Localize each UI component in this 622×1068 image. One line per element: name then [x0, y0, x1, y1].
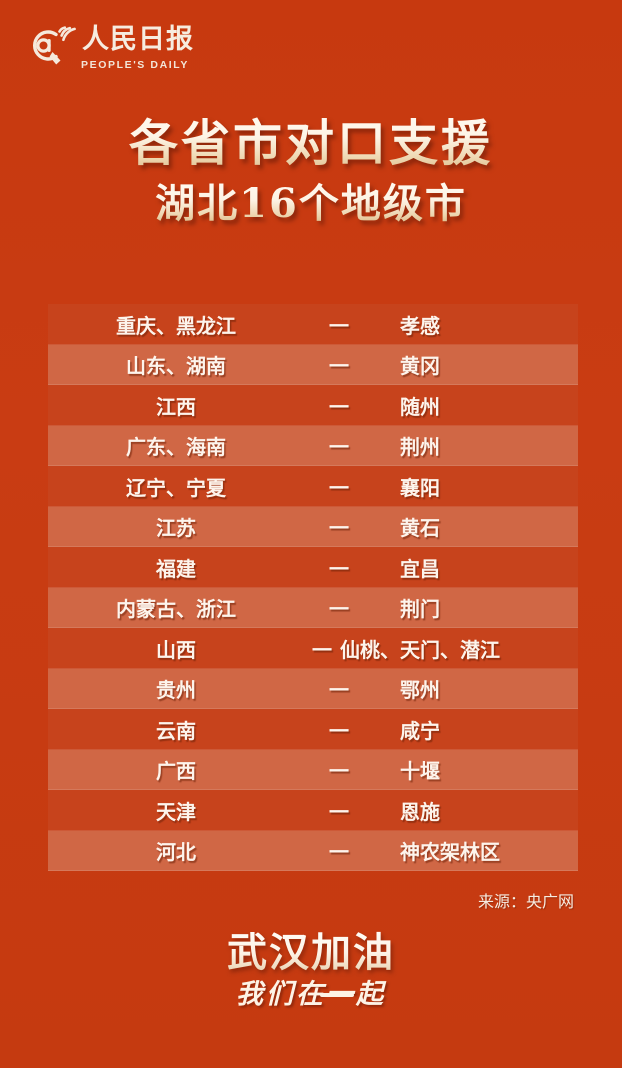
support-provinces-cell: 江西	[156, 394, 196, 419]
table-row: 广西 一 十堰	[48, 749, 578, 790]
table-row: 福建 一 宜昌	[48, 547, 578, 588]
support-provinces-cell: 重庆、黑龙江	[116, 313, 236, 338]
pairing-dash: 一	[329, 678, 349, 703]
footer-slogan-block: 武汉加油 我们在一起	[0, 930, 622, 1012]
table-row: 内蒙古、浙江 一 荆门	[48, 587, 578, 628]
pairing-dash: 一	[329, 475, 349, 500]
support-provinces-cell: 内蒙古、浙江	[116, 597, 236, 622]
table-row: 江苏 一 黄石	[48, 506, 578, 547]
publisher-logo[interactable]: 人民日报 PEOPLE'S DAILY	[26, 22, 226, 88]
source-credit: 来源：央广网	[477, 892, 574, 911]
pairing-dash: 一	[329, 759, 349, 784]
supported-city-cell: 孝感	[400, 313, 440, 338]
at-sign-broadcast-icon	[26, 22, 80, 68]
pairing-dash: 一	[329, 435, 349, 460]
supported-city-cell: 鄂州	[400, 678, 440, 703]
supported-city-cell: 十堰	[400, 759, 440, 784]
support-provinces-cell: 辽宁、宁夏	[126, 475, 226, 500]
table-row: 辽宁、宁夏 一 襄阳	[48, 466, 578, 507]
brand-name-en: PEOPLE'S DAILY	[81, 59, 189, 71]
support-provinces-cell: 贵州	[156, 678, 196, 703]
supported-city-cell: 宜昌	[400, 556, 440, 581]
table-row: 贵州 一 鄂州	[48, 668, 578, 709]
pairing-dash: 一	[329, 394, 349, 419]
supported-city-cell: 随州	[400, 394, 440, 419]
supported-city-cell: 仙桃、天门、潜江	[340, 637, 500, 662]
pairing-dash: 一	[329, 799, 349, 824]
slogan-primary: 武汉加油	[0, 930, 622, 976]
pairing-dash: 一	[329, 718, 349, 743]
title-block: 各省市对口支援 湖北16个地级市	[0, 112, 622, 228]
page-title: 各省市对口支援	[0, 112, 622, 174]
supported-city-cell: 襄阳	[400, 475, 440, 500]
table-row: 重庆、黑龙江 一 孝感	[48, 304, 578, 345]
table-row: 江西 一 随州	[48, 385, 578, 426]
supported-city-cell: 神农架林区	[400, 840, 500, 865]
slogan-secondary: 我们在一起	[236, 979, 386, 1010]
support-provinces-cell: 江苏	[156, 516, 196, 541]
table-row: 山西 一仙桃、天门、潜江	[48, 628, 578, 669]
support-provinces-cell: 天津	[156, 799, 196, 824]
table-row: 山东、湖南 一 黄冈	[48, 344, 578, 385]
supported-city-cell: 咸宁	[400, 718, 440, 743]
supported-city-cell: 黄石	[400, 516, 440, 541]
pairing-dash: 一	[329, 354, 349, 379]
support-provinces-cell: 山东、湖南	[126, 354, 226, 379]
support-provinces-cell: 河北	[156, 840, 196, 865]
page-subtitle: 湖北16个地级市	[0, 180, 622, 228]
pairing-dash: 一	[312, 637, 332, 662]
pairing-dash: 一	[329, 556, 349, 581]
support-provinces-cell: 广东、海南	[126, 435, 226, 460]
support-provinces-cell: 山西	[156, 637, 196, 662]
support-provinces-cell: 福建	[156, 556, 196, 581]
table-row: 云南 一 咸宁	[48, 709, 578, 750]
supported-city-cell: 荆州	[400, 435, 440, 460]
pairing-dash: 一	[329, 840, 349, 865]
table-row: 广东、海南 一 荆州	[48, 425, 578, 466]
pairing-dash: 一	[329, 313, 349, 338]
supported-city-cell: 恩施	[400, 799, 440, 824]
pairing-dash: 一	[329, 516, 349, 541]
brand-name-cn: 人民日报	[82, 24, 194, 55]
supported-city-cell: 荆门	[400, 597, 440, 622]
support-provinces-cell: 广西	[156, 759, 196, 784]
pairing-dash: 一	[329, 597, 349, 622]
supported-city-cell: 黄冈	[400, 354, 440, 379]
support-provinces-cell: 云南	[156, 718, 196, 743]
table-row: 天津 一 恩施	[48, 790, 578, 831]
table-row: 河北 一 神农架林区	[48, 830, 578, 871]
pairing-table: 重庆、黑龙江一孝感 山东、湖南一黄冈 江西一随州 广东、海南一荆州 辽宁、宁夏一襄阳 江苏…	[48, 304, 578, 871]
slogan-underline-stroke	[320, 992, 354, 997]
